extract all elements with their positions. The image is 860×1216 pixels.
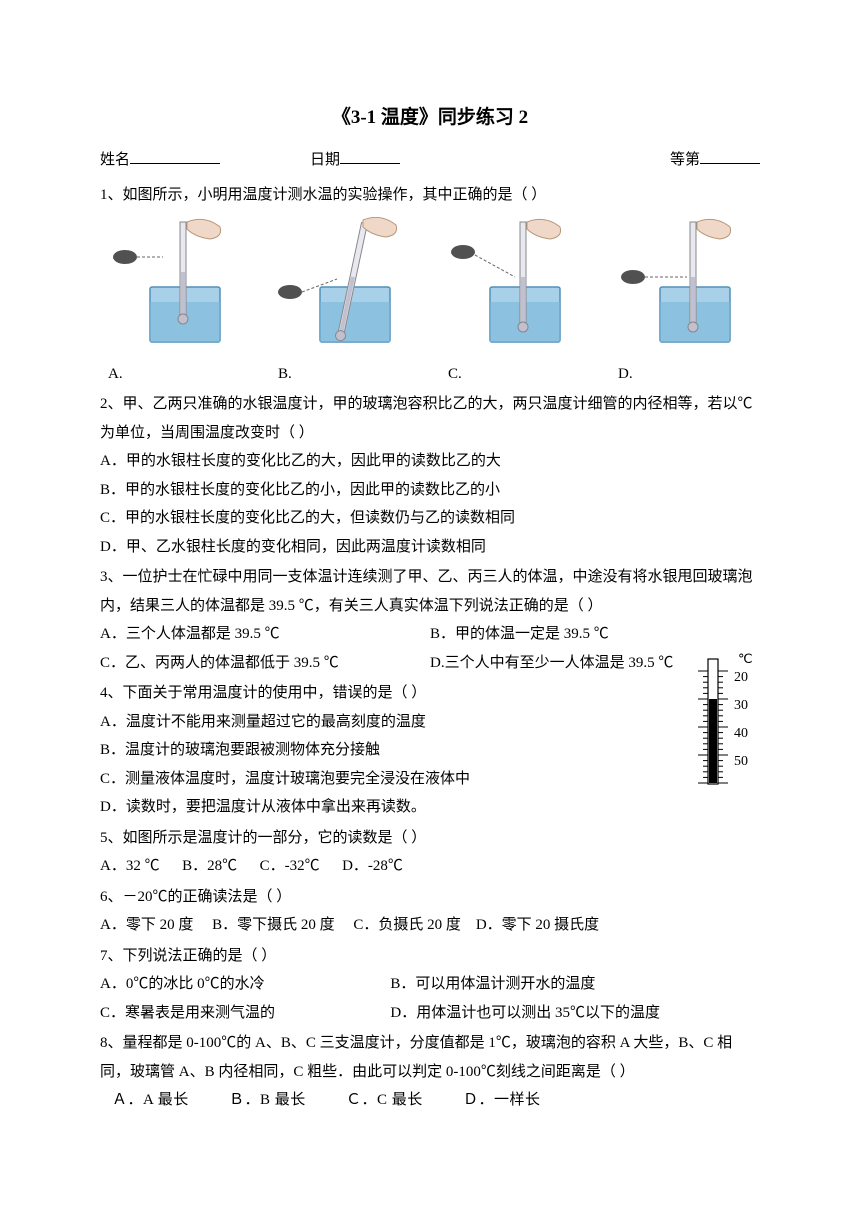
q8-opt-b: Ｂ．B 最长 [229,1086,306,1115]
q3-opt-b: B．甲的体温一定是 39.5 ℃ [430,620,760,649]
q1-opt-b: B. [270,360,420,389]
date-blank[interactable] [340,146,400,164]
date-label: 日期 [310,146,400,175]
q3-num: 3、 [100,569,123,585]
name-label: 姓名 [100,146,220,175]
diagram-b [270,217,420,358]
diagram-d [610,217,760,358]
q6-num: 6、 [100,889,123,905]
question-8: 8、量程都是 0-100℃的 A、B、C 三支温度计，分度值都是 1℃，玻璃泡的… [100,1029,760,1115]
grade-label: 等第 [670,146,760,175]
q8-opt-a: Ａ．A 最长 [112,1086,189,1115]
q2-opt-b: B．甲的水银柱长度的变化比乙的小，因此甲的读数比乙的小 [100,476,760,505]
q7-opts: A．0℃的冰比 0℃的水冷 B．可以用体温计测开水的温度 C．寒暑表是用来测气温… [100,970,760,1027]
page-title: 《3-1 温度》同步练习 2 [100,100,760,136]
q2-opts: A．甲的水银柱长度的变化比乙的大，因此甲的读数比乙的大 B．甲的水银柱长度的变化… [100,447,760,561]
q1-opt-c: C. [440,360,590,389]
q2-opt-a: A．甲的水银柱长度的变化比乙的大，因此甲的读数比乙的大 [100,447,760,476]
question-2: 2、甲、乙两只准确的水银温度计，甲的玻璃泡容积比乙的大，两只温度计细管的内径相等… [100,390,760,561]
q4-opts: A．温度计不能用来测量超过它的最高刻度的温度 B．温度计的玻璃泡要跟被测物体充分… [100,708,760,822]
q3-opt-c: C．乙、丙两人的体温都低于 39.5 ℃ [100,649,430,678]
q4-opt-b: B．温度计的玻璃泡要跟被测物体充分接触 [100,736,760,765]
q3-opts: A．三个人体温都是 39.5 ℃ B．甲的体温一定是 39.5 ℃ C．乙、丙两… [100,620,760,677]
question-7: 7、下列说法正确的是（ ） A．0℃的冰比 0℃的水冷 B．可以用体温计测开水的… [100,942,760,1028]
therm-tick-40: 40 [734,726,748,741]
q8-num: 8、 [100,1035,123,1051]
q4-num: 4、 [100,685,123,701]
name-blank[interactable] [130,146,220,164]
q2-opt-d: D．甲、乙水银柱长度的变化相同，因此两温度计读数相同 [100,533,760,562]
therm-tick-50: 50 [734,754,748,769]
q4-opt-d: D．读数时，要把温度计从液体中拿出来再读数。 [100,793,760,822]
question-1: 1、如图所示，小明用温度计测水温的实验操作，其中正确的是（ ） [100,181,760,389]
q7-num: 7、 [100,948,123,964]
q1-num: 1、 [100,187,123,203]
header-row: 姓名 日期 等第 [100,146,760,175]
question-4: 4、下面关于常用温度计的使用中，错误的是（ ） ℃ [100,679,760,822]
therm-tick-30: 30 [734,698,748,713]
q7-opt-c: C．寒暑表是用来测气温的 [100,999,390,1028]
q8-opts: Ａ．A 最长 Ｂ．B 最长 Ｃ．C 最长 Ｄ．一样长 [100,1086,760,1115]
q3-text: 一位护士在忙碌中用同一支体温计连续测了甲、乙、丙三人的体温，中途没有将水银甩回玻… [100,569,753,614]
q2-opt-c: C．甲的水银柱长度的变化比乙的大，但读数仍与乙的读数相同 [100,504,760,533]
q8-text: 量程都是 0-100℃的 A、B、C 三支温度计，分度值都是 1℃，玻璃泡的容积… [100,1035,732,1080]
question-5: 5、如图所示是温度计的一部分，它的读数是（ ） A．32 ℃ B．28℃ C．-… [100,824,760,881]
q1-opt-a: A. [100,360,250,389]
q3-opt-d: D.三个人中有至少一人体温是 39.5 ℃ [430,649,760,678]
q8-opt-d: Ｄ．一样长 [463,1086,541,1115]
q7-opt-b: B．可以用体温计测开水的温度 [390,970,760,999]
q7-text: 下列说法正确的是（ ） [123,948,277,964]
q5-opts: A．32 ℃ B．28℃ C．-32℃ D．-28℃ [100,852,760,881]
q4-opt-a: A．温度计不能用来测量超过它的最高刻度的温度 [100,708,760,737]
q2-num: 2、 [100,396,123,412]
q6-text: －20℃的正确读法是（ ） [123,889,292,905]
q5-num: 5、 [100,830,123,846]
q1-text: 如图所示，小明用温度计测水温的实验操作，其中正确的是（ ） [123,187,547,203]
diagram-a [100,217,250,358]
q1-opt-d: D. [610,360,760,389]
q4-opt-c: C．测量液体温度时，温度计玻璃泡要完全浸没在液体中 [100,765,760,794]
q7-opt-a: A．0℃的冰比 0℃的水冷 [100,970,390,999]
q1-diagrams [100,217,760,358]
q7-opt-d: D．用体温计也可以测出 35℃以下的温度 [390,999,760,1028]
q6-opts: A．零下 20 度 B．零下摄氏 20 度 C．负摄氏 20 度 D．零下 20… [100,911,760,940]
question-3: 3、一位护士在忙碌中用同一支体温计连续测了甲、乙、丙三人的体温，中途没有将水银甩… [100,563,760,677]
q2-text: 甲、乙两只准确的水银温度计，甲的玻璃泡容积比乙的大，两只温度计细管的内径相等，若… [100,396,753,441]
q1-labels: A. B. C. D. [100,360,760,389]
grade-blank[interactable] [700,146,760,164]
q4-text: 下面关于常用温度计的使用中，错误的是（ ） [123,685,427,701]
diagram-c [440,217,590,358]
question-6: 6、－20℃的正确读法是（ ） A．零下 20 度 B．零下摄氏 20 度 C．… [100,883,760,940]
q5-text: 如图所示是温度计的一部分，它的读数是（ ） [123,830,427,846]
q8-opt-c: Ｃ．C 最长 [346,1086,423,1115]
q3-opt-a: A．三个人体温都是 39.5 ℃ [100,620,430,649]
